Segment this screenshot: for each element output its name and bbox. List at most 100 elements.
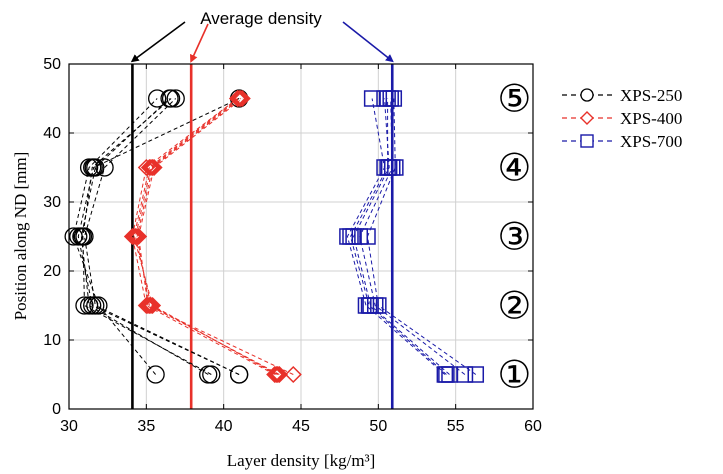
data-point: [166, 89, 185, 108]
annotation-average-density: Average density: [200, 9, 322, 28]
x-tick-label: 55: [447, 418, 465, 435]
data-point: [126, 227, 145, 246]
y-tick-label: 40: [43, 125, 61, 142]
data-point: [145, 158, 163, 177]
x-tick-label: 30: [60, 418, 78, 435]
legend-label: XPS-400: [620, 109, 682, 128]
data-point: [140, 296, 158, 315]
data-point: [266, 365, 284, 384]
profile-line: [349, 98, 447, 375]
x-tick-label: 45: [292, 418, 310, 435]
y-tick-label: 10: [43, 332, 61, 349]
x-axis-label: Layer density [kg/m³]: [227, 451, 376, 470]
x-tick-label: 40: [215, 418, 233, 435]
data-point: [360, 297, 378, 314]
profile-line: [131, 98, 275, 375]
data-point: [83, 296, 102, 315]
legend: XPS-250 XPS-400 XPS-700: [562, 86, 682, 151]
data-point: [84, 158, 103, 177]
legend-marker: [580, 111, 594, 125]
profile-line: [82, 98, 212, 375]
data-point: [137, 158, 155, 177]
profile-line: [77, 98, 240, 375]
data-point: [140, 158, 158, 177]
profile-line: [346, 98, 446, 375]
data-point: [148, 89, 167, 108]
y-tick-label: 30: [43, 194, 61, 211]
profile-line: [138, 98, 294, 375]
profile-line: [134, 98, 279, 375]
data-point: [284, 365, 302, 384]
series-xps-400: [123, 89, 302, 384]
tick-layer: 30 35 40 45 50 55 60 0 10 20 30 40 50: [43, 56, 542, 435]
data-point: [128, 227, 146, 246]
legend-marker: [580, 88, 594, 102]
data-point: [137, 296, 155, 315]
data-point: [269, 365, 287, 384]
data-point: [64, 227, 83, 246]
y-tick-label: 0: [52, 401, 61, 418]
data-point: [142, 296, 160, 315]
data-point: [75, 296, 94, 315]
data-point: [379, 159, 396, 176]
grid-layer: [68, 63, 534, 410]
x-tick-label: 60: [524, 418, 542, 435]
layer-label: ③: [497, 217, 531, 259]
legend-entry: XPS-700: [562, 132, 682, 151]
layer-label: ④: [497, 148, 531, 190]
profile-line: [366, 98, 477, 375]
annotation-arrows: [130, 21, 394, 63]
legend-marker: [580, 134, 594, 148]
data-point: [69, 227, 88, 246]
x-tick-label: 50: [369, 418, 387, 435]
legend-label: XPS-250: [620, 86, 682, 105]
profile-line: [73, 98, 158, 375]
series-xps-250: [64, 89, 249, 384]
annotation-arrow: [130, 21, 186, 63]
profile-line: [83, 98, 240, 375]
data-point: [379, 90, 396, 107]
annotation-arrow: [190, 23, 209, 63]
data-point: [270, 365, 288, 384]
data-point: [233, 89, 251, 108]
data-point: [359, 228, 376, 245]
data-point: [456, 366, 474, 383]
data-point: [125, 227, 143, 246]
data-point: [73, 227, 93, 246]
data-point: [229, 365, 249, 384]
data-point: [95, 158, 114, 177]
annotation-arrow: [342, 21, 394, 63]
data-point: [146, 365, 165, 384]
legend-label: XPS-700: [620, 132, 682, 151]
layer-label: ②: [497, 286, 531, 328]
data-point: [143, 158, 162, 177]
legend-entry: XPS-400: [562, 109, 682, 128]
data-point: [267, 365, 285, 384]
data-point: [161, 89, 181, 108]
data-point: [143, 296, 162, 315]
layer-label: ⑤: [497, 79, 531, 121]
y-axis-label: Position along ND [mm]: [11, 152, 30, 321]
y-tick-label: 50: [43, 56, 61, 73]
data-point: [202, 365, 221, 384]
series-layer: [64, 89, 485, 384]
data-point: [438, 366, 455, 383]
legend-entry: XPS-250: [562, 86, 682, 105]
data-point: [230, 89, 248, 108]
profile-line: [133, 98, 277, 375]
data-point: [467, 366, 485, 383]
y-tick-label: 20: [43, 263, 61, 280]
data-point: [342, 228, 359, 245]
data-point: [229, 89, 247, 108]
data-point: [370, 297, 387, 314]
layer-labels: ① ② ③ ④ ⑤: [497, 79, 531, 397]
x-tick-label: 35: [137, 418, 155, 435]
data-point: [130, 227, 148, 246]
series-xps-700: [339, 90, 485, 383]
data-point: [139, 296, 157, 315]
data-point: [232, 89, 250, 108]
layer-label: ①: [497, 355, 531, 397]
data-point: [123, 227, 141, 246]
profile-line: [80, 98, 209, 375]
